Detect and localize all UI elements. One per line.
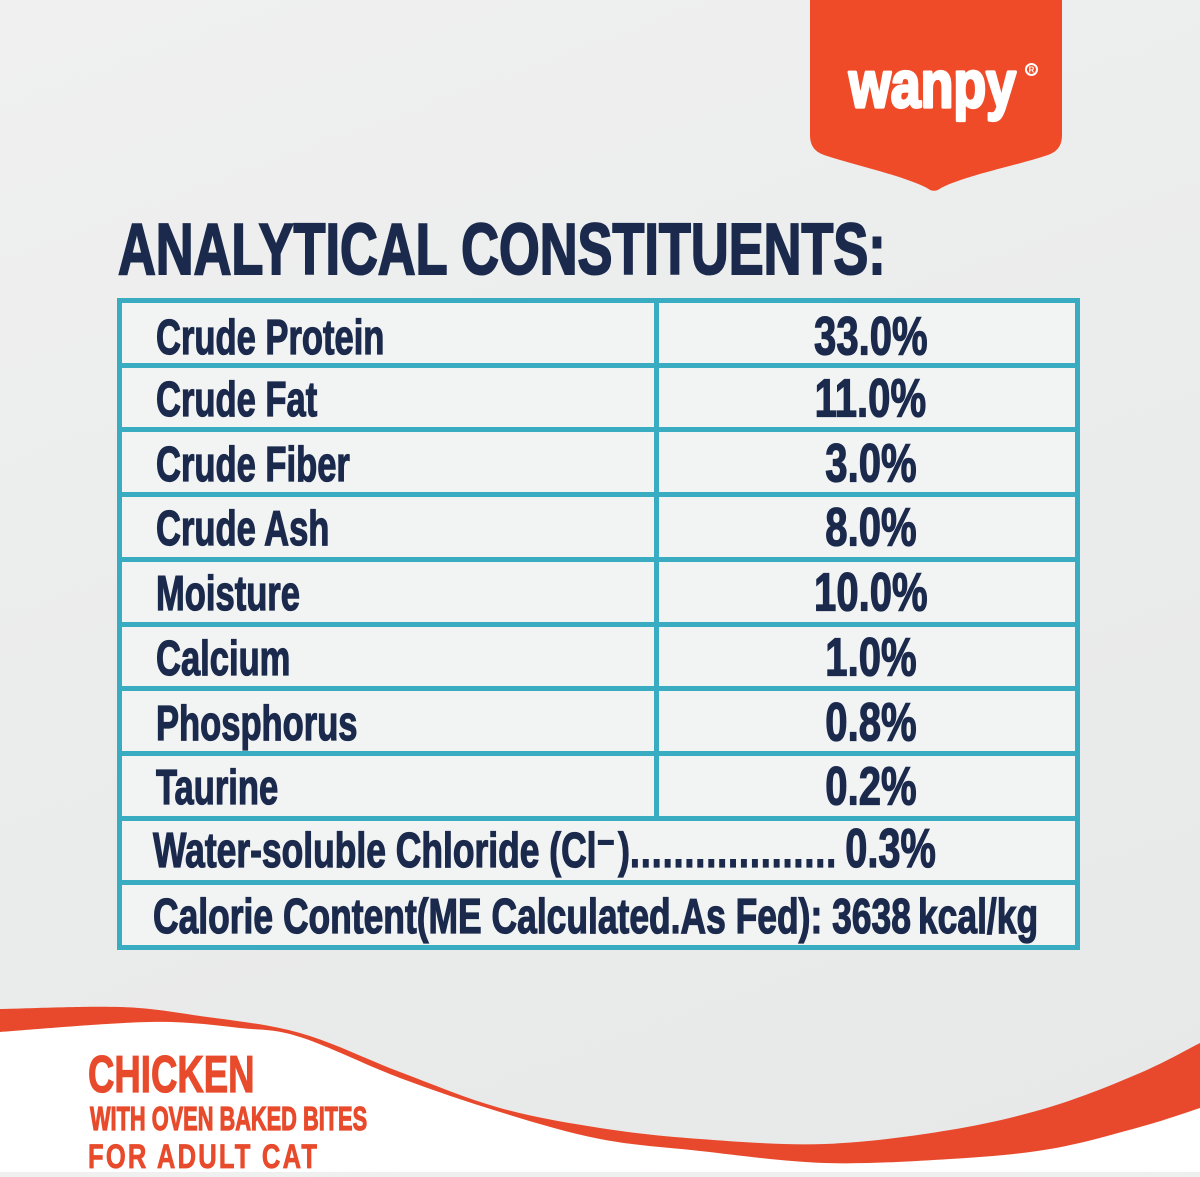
svg-text:wanpy: wanpy [848,47,1016,121]
svg-text:R: R [1029,66,1035,75]
